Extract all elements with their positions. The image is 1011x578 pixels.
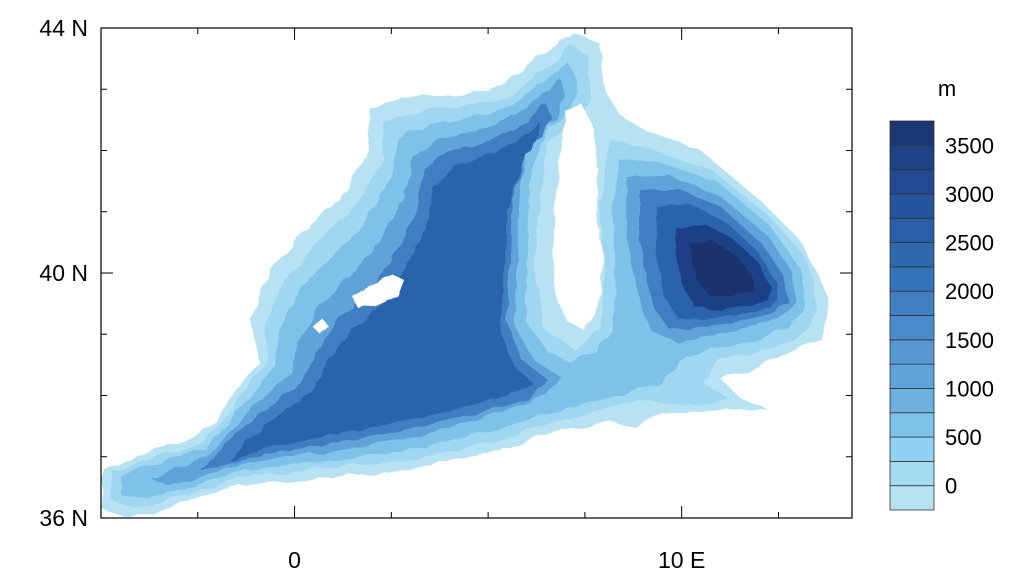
colorbar-tick-label: 1500 xyxy=(945,328,994,353)
colorbar-tick-label: 500 xyxy=(945,425,982,450)
colorbar-swatch xyxy=(889,339,935,365)
colorbar-swatch xyxy=(889,242,935,268)
colorbar-tick-labels: 0 500 1000 1500 2000 2500 3000 3500 xyxy=(945,133,994,498)
colorbar-swatch xyxy=(889,266,935,292)
colorbar: m 0 500 1000 1500 2000 2500 3000 3500 xyxy=(889,76,994,511)
y-tick-label: 40 N xyxy=(39,260,88,286)
colorbar-tick-label: 2500 xyxy=(945,231,994,256)
x-tick-label: 10 E xyxy=(658,547,705,573)
colorbar-tick-label: 3000 xyxy=(945,182,994,207)
colorbar-swatches xyxy=(889,120,935,511)
x-tick-label: 0 xyxy=(288,547,301,573)
colorbar-swatch xyxy=(889,290,935,316)
colorbar-swatch xyxy=(889,217,935,243)
colorbar-swatch xyxy=(889,436,935,462)
colorbar-swatch xyxy=(889,460,935,487)
colorbar-tick-label: 2000 xyxy=(945,279,994,304)
y-tick-label: 44 N xyxy=(39,15,88,41)
colorbar-swatch xyxy=(889,485,935,511)
map-frame xyxy=(100,27,853,519)
y-tick-label: 36 N xyxy=(39,505,88,531)
corsica-sardinia-land xyxy=(552,104,604,330)
balearic-ibiza-land xyxy=(312,318,328,334)
colorbar-tick-label: 1000 xyxy=(945,376,994,401)
colorbar-swatch xyxy=(889,120,935,146)
balearic-majorca-land xyxy=(352,274,404,308)
y-axis-labels: 44 N 40 N 36 N xyxy=(39,15,88,531)
colorbar-swatch xyxy=(889,363,935,389)
land-islands xyxy=(312,104,604,334)
colorbar-unit-label: m xyxy=(938,76,956,101)
colorbar-swatch xyxy=(889,388,935,414)
colorbar-swatch xyxy=(889,315,935,341)
colorbar-swatch xyxy=(889,412,935,438)
colorbar-swatch xyxy=(889,144,935,171)
colorbar-tick-label: 0 xyxy=(945,474,957,499)
x-axis-labels: 0 10 E xyxy=(288,547,705,573)
colorbar-swatch xyxy=(889,193,935,219)
colorbar-swatch xyxy=(889,169,935,195)
sea-depth-field xyxy=(103,34,830,518)
colorbar-tick-label: 3500 xyxy=(945,133,994,158)
depth-band-3500 xyxy=(690,240,754,296)
